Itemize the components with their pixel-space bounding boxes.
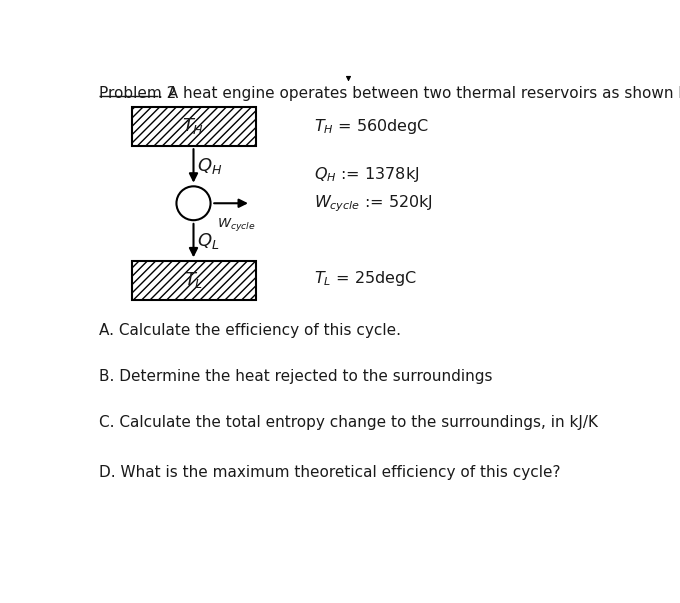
Bar <box>131 261 256 300</box>
Text: D. What is the maximum theoretical efficiency of this cycle?: D. What is the maximum theoretical effic… <box>99 465 560 480</box>
Text: A. Calculate the efficiency of this cycle.: A. Calculate the efficiency of this cycl… <box>99 323 401 338</box>
Text: B. Determine the heat rejected to the surroundings: B. Determine the heat rejected to the su… <box>99 369 492 384</box>
Text: $Q_H$: $Q_H$ <box>197 156 222 176</box>
Text: $T_L$: $T_L$ <box>184 270 203 290</box>
Text: C. Calculate the total entropy change to the surroundings, in kJ/K: C. Calculate the total entropy change to… <box>99 415 598 430</box>
Bar <box>131 261 256 300</box>
Bar <box>131 107 256 145</box>
Text: $Q_H$ := 1378kJ: $Q_H$ := 1378kJ <box>313 165 419 183</box>
Text: $Q_L$: $Q_L$ <box>197 230 219 251</box>
Text: $W_{cycle}$ := 520kJ: $W_{cycle}$ := 520kJ <box>313 193 432 213</box>
Text: $W_{cycle}$: $W_{cycle}$ <box>217 216 256 233</box>
Circle shape <box>176 186 211 220</box>
Text: Problem 2: Problem 2 <box>99 86 176 101</box>
Bar <box>131 107 256 145</box>
Text: $T_L$ = 25degC: $T_L$ = 25degC <box>313 269 416 288</box>
Text: $T_H$: $T_H$ <box>182 116 205 136</box>
Text: $T_H$ = 560degC: $T_H$ = 560degC <box>313 117 429 136</box>
Text: . A heat engine operates between two thermal reservoirs as shown below:: . A heat engine operates between two the… <box>158 86 680 101</box>
